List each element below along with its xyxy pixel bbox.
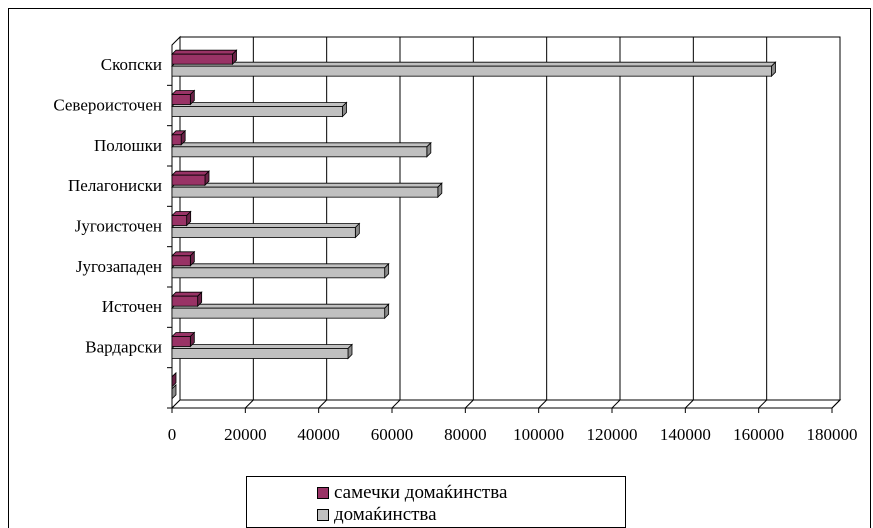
bar-households xyxy=(171,106,343,117)
legend-swatch-single-households xyxy=(317,487,329,499)
legend-item-single-households: самечки домаќинства xyxy=(317,482,507,504)
x-gridline-floor xyxy=(611,399,621,409)
bar-households-top xyxy=(171,303,390,309)
bar-households-top xyxy=(171,61,777,67)
bar-single-households xyxy=(171,53,233,65)
x-gridline-floor xyxy=(831,399,841,409)
bar-households xyxy=(171,186,439,198)
category-label: Југозападен xyxy=(76,257,162,276)
bar-single-households xyxy=(171,255,191,267)
bar-single-households-top xyxy=(171,291,203,297)
x-gridline-floor xyxy=(391,399,401,409)
bar-single-households xyxy=(171,336,191,347)
bar-households xyxy=(171,307,386,319)
bar-households-top xyxy=(171,142,432,148)
x-gridline-floor xyxy=(318,399,328,409)
bar-households xyxy=(171,65,772,77)
bar-households xyxy=(171,348,349,359)
category-label: Пелагониски xyxy=(68,176,162,195)
plot-floor xyxy=(170,399,842,409)
x-gridline-floor xyxy=(684,399,694,409)
bar-households-top xyxy=(171,223,361,228)
bar-households-top xyxy=(171,182,443,188)
x-tick-label: 80000 xyxy=(444,425,487,444)
x-gridline-floor xyxy=(538,399,548,409)
x-tick-label: 40000 xyxy=(297,425,340,444)
bar-single-households xyxy=(171,295,199,307)
legend-label-households: домаќинства xyxy=(334,504,437,525)
bar-single-households xyxy=(171,215,188,226)
bar-households-top xyxy=(171,102,348,107)
bar-single-households xyxy=(171,174,206,186)
category-label: Југоисточен xyxy=(75,217,162,236)
bar-households-top xyxy=(171,263,390,269)
legend: самечки домаќинства домаќинства xyxy=(246,476,626,528)
bar-single-households xyxy=(171,94,191,105)
legend-swatch-households xyxy=(317,509,329,521)
x-tick-label: 140000 xyxy=(660,425,711,444)
legend-item-households: домаќинства xyxy=(317,504,437,526)
x-tick-label: 160000 xyxy=(733,425,784,444)
x-tick-label: 60000 xyxy=(371,425,414,444)
category-label: Источен xyxy=(102,297,162,316)
bar-households xyxy=(171,227,356,238)
bar-single-households-top xyxy=(171,49,238,55)
category-label: Североисточен xyxy=(53,96,162,115)
x-tick-label: 120000 xyxy=(587,425,638,444)
x-gridline-floor xyxy=(244,399,254,409)
category-label: Скопски xyxy=(101,55,162,74)
bar-single-households-top xyxy=(171,170,210,176)
x-tick-label: 0 xyxy=(168,425,177,444)
x-gridline-floor xyxy=(758,399,768,409)
bar-households xyxy=(171,267,386,279)
bar-households-side xyxy=(171,383,177,400)
bar-households xyxy=(171,146,428,158)
x-tick-label: 180000 xyxy=(807,425,858,444)
legend-label-single-households: самечки домаќинства xyxy=(334,482,508,503)
category-label: Вардарски xyxy=(85,338,162,357)
bar-households-top xyxy=(171,344,353,349)
category-label: Полошки xyxy=(94,136,162,155)
x-gridline-floor xyxy=(464,399,474,409)
bar-single-households-side xyxy=(171,371,177,388)
x-tick-label: 100000 xyxy=(513,425,564,444)
bar-single-households xyxy=(171,134,182,146)
x-tick-label: 20000 xyxy=(224,425,267,444)
